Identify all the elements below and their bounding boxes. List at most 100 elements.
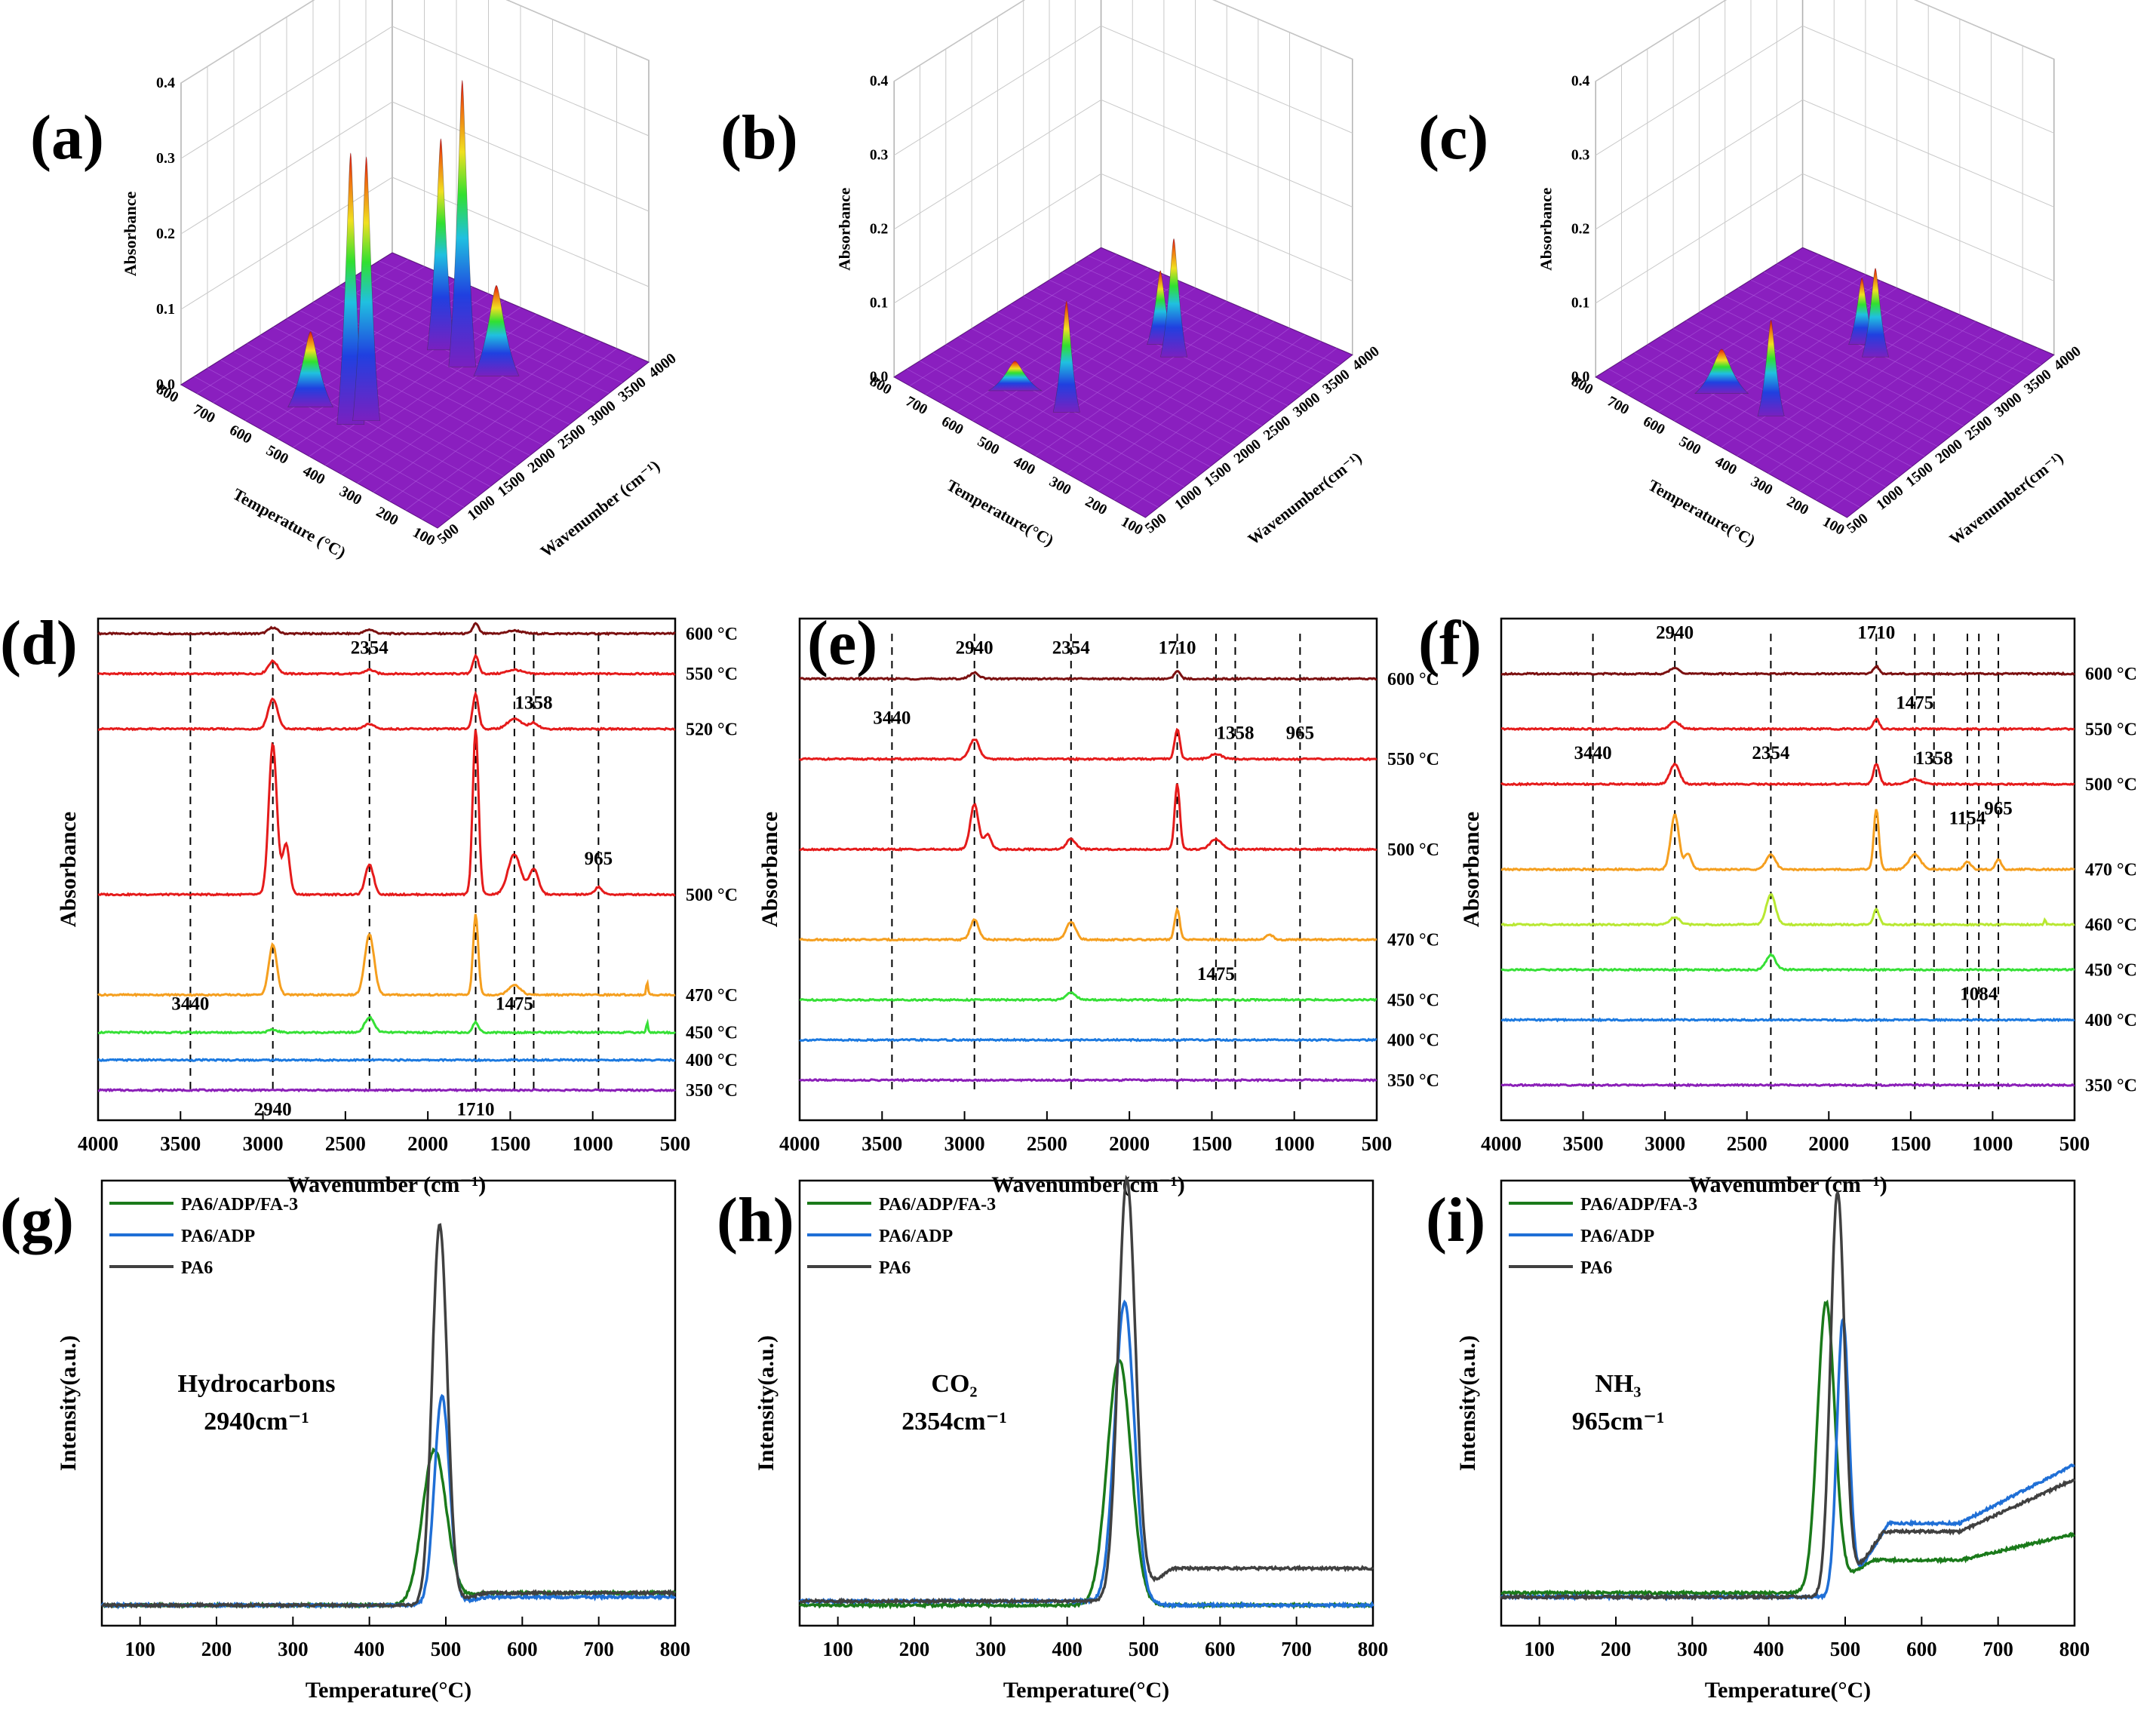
z-tick-label: 0.4 bbox=[1571, 74, 1590, 90]
z-tick-label: 0.2 bbox=[870, 222, 889, 238]
series-label: 460 °C bbox=[2085, 916, 2137, 935]
temp-tick-label: 500 bbox=[1676, 434, 1703, 459]
series-line-PA6/ADP bbox=[100, 1393, 677, 1610]
peak-annotation: 1358 bbox=[514, 693, 552, 714]
legend-label: PA6/ADP bbox=[1580, 1227, 1654, 1246]
x-axis-title: Wavenumber (cm⁻¹) bbox=[1688, 1172, 1887, 1197]
x-tick-label: 100 bbox=[822, 1638, 853, 1660]
mesh-line bbox=[1752, 314, 1961, 465]
peak-annotation: 1710 bbox=[457, 1099, 495, 1119]
x-tick-label: 2000 bbox=[1109, 1132, 1150, 1155]
x-tick-label: 600 bbox=[507, 1638, 538, 1660]
x-tick-label: 800 bbox=[1358, 1638, 1389, 1660]
legend-label: PA6 bbox=[181, 1258, 213, 1278]
x-tick-label: 500 bbox=[1362, 1132, 1393, 1155]
surface-peak bbox=[1862, 268, 1890, 358]
series-label: 500 °C bbox=[1387, 840, 1439, 860]
series-line-550 bbox=[97, 653, 676, 677]
panel-label-c: (c) bbox=[1418, 103, 1488, 173]
series-line-400 bbox=[97, 1058, 676, 1063]
z-tick-label: 0.3 bbox=[156, 150, 175, 167]
x-tick-label: 300 bbox=[1677, 1638, 1708, 1660]
mesh-line bbox=[1815, 341, 2023, 501]
x-tick-label: 700 bbox=[1982, 1638, 2013, 1660]
series-label: 350 °C bbox=[2085, 1076, 2137, 1095]
temp-tick-label: 100 bbox=[1820, 514, 1847, 539]
spectrum-chart-e: 600 °C 550 °C 500 °C 470 °C 450 °C 400 °C 350 … bbox=[757, 617, 1439, 1197]
surface-peak bbox=[1757, 320, 1785, 417]
temp-tick-label: 600 bbox=[226, 422, 254, 447]
surface-peak bbox=[473, 284, 520, 376]
peak-annotation: 3440 bbox=[171, 994, 209, 1015]
z-tick-label: 0.2 bbox=[156, 226, 175, 242]
x-tick-label: 2000 bbox=[407, 1132, 448, 1155]
surface-peak bbox=[287, 331, 334, 407]
y-axis-title: Absorbance bbox=[757, 812, 782, 927]
x-tick-label: 2500 bbox=[1727, 1132, 1767, 1155]
x-tick-label: 200 bbox=[899, 1638, 930, 1660]
mesh-line bbox=[1019, 301, 1227, 448]
x-tick-label: 800 bbox=[2059, 1638, 2090, 1660]
mesh-line bbox=[1763, 272, 2016, 386]
temp-axis-title: Temperature(°C) bbox=[944, 476, 1057, 550]
mesh-line bbox=[1789, 255, 2041, 366]
mesh-line bbox=[1113, 341, 1322, 501]
x-tick-label: 3500 bbox=[1563, 1132, 1604, 1155]
mesh-line bbox=[1088, 255, 1340, 366]
panel-label-b: (b) bbox=[720, 103, 798, 173]
x-tick-label: 1000 bbox=[1972, 1132, 2013, 1155]
series-line-470 bbox=[799, 906, 1377, 942]
series-label: 600 °C bbox=[1387, 670, 1439, 689]
peak-annotation: 2354 bbox=[1752, 743, 1790, 763]
series-line-550 bbox=[1500, 717, 2075, 732]
peak-annotation: 2940 bbox=[956, 638, 994, 659]
x-tick-label: 800 bbox=[660, 1638, 691, 1660]
series-line-500 bbox=[1500, 762, 2075, 787]
temp-tick-label: 400 bbox=[300, 462, 328, 488]
series-line-470 bbox=[97, 914, 676, 997]
wavenumber-label: 2354cm⁻¹ bbox=[901, 1408, 1007, 1436]
x-tick-label: 2000 bbox=[1808, 1132, 1849, 1155]
temp-tick-label: 500 bbox=[263, 442, 291, 468]
series-label: 600 °C bbox=[686, 625, 738, 644]
surface-peak bbox=[448, 79, 477, 367]
x-tick-label: 500 bbox=[431, 1638, 462, 1660]
x-tick-label: 600 bbox=[1205, 1638, 1236, 1660]
panel-label-e: (e) bbox=[807, 608, 877, 678]
temp-axis-title: Temperature (°C) bbox=[230, 484, 349, 562]
mesh-line bbox=[299, 310, 557, 435]
mesh-line bbox=[1721, 301, 1929, 448]
x-axis-title: Temperature(°C) bbox=[1003, 1678, 1169, 1703]
peak-annotation: 2354 bbox=[351, 638, 389, 659]
plot-frame bbox=[97, 617, 677, 1122]
series-line-PA6 bbox=[799, 1175, 1374, 1605]
peak-annotation: 2354 bbox=[1052, 638, 1091, 659]
series-line-350 bbox=[799, 1077, 1377, 1083]
x-tick-label: 2500 bbox=[325, 1132, 366, 1155]
x-tick-label: 700 bbox=[583, 1638, 614, 1660]
peak-annotation: 1358 bbox=[1216, 723, 1254, 744]
mesh-line bbox=[405, 348, 617, 511]
panel-label-f: (f) bbox=[1418, 608, 1482, 678]
series-line-PA6/ADP/FA-3 bbox=[101, 1447, 677, 1610]
mesh-line bbox=[1831, 348, 2039, 509]
x-axis-title: Wavenumber (cm⁻¹) bbox=[287, 1172, 486, 1197]
z-tick-label: 0.0 bbox=[870, 370, 889, 385]
peak-annotation: 2940 bbox=[254, 1099, 292, 1119]
series-label: 350 °C bbox=[1387, 1071, 1439, 1091]
series-label: 400 °C bbox=[2085, 1011, 2137, 1030]
surface-peak bbox=[1160, 238, 1188, 358]
x-tick-label: 500 bbox=[1830, 1638, 1861, 1660]
wn-axis-title: Wavenumber(cm⁻¹) bbox=[1245, 449, 1365, 548]
z-tick-label: 0.1 bbox=[870, 296, 889, 312]
peak-annotation: 1475 bbox=[496, 994, 533, 1015]
gas-label: Hydrocarbons bbox=[177, 1370, 335, 1398]
temp-tick-label: 700 bbox=[1605, 394, 1632, 419]
series-line-450 bbox=[97, 1015, 676, 1035]
z-tick-label: 0.4 bbox=[156, 75, 175, 91]
z-tick-label: 0.3 bbox=[870, 148, 889, 164]
mesh-line bbox=[1098, 334, 1306, 492]
mesh-line bbox=[1082, 327, 1290, 483]
peak-annotation: 1710 bbox=[1159, 638, 1196, 659]
mesh-line bbox=[373, 334, 585, 493]
